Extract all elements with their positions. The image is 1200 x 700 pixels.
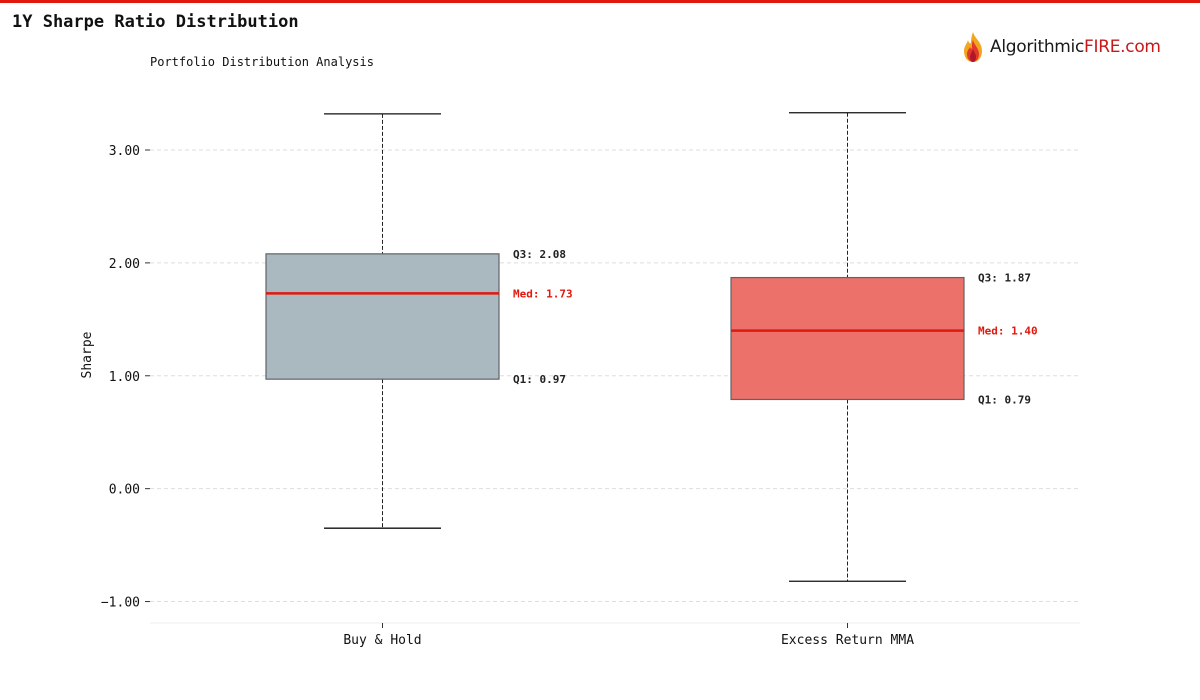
iqr-box — [730, 276, 965, 401]
brand-logo: AlgorithmicFIRE.com — [960, 30, 1161, 64]
y-tick-label: 2.00 — [109, 257, 140, 272]
y-tick-label: 1.00 — [109, 370, 140, 385]
logo-text-primary: Algorithmic — [990, 37, 1085, 57]
q3-label: Q3: 1.87 — [978, 272, 1031, 285]
median-label: Med: 1.73 — [513, 287, 573, 300]
median-label: Med: 1.40 — [978, 325, 1038, 338]
logo-text-accent: FIRE.com — [1084, 37, 1161, 57]
x-tick-label: Excess Return MMA — [781, 633, 914, 648]
y-tick-label: −1.00 — [101, 596, 140, 611]
flame-icon — [964, 32, 982, 62]
y-axis-label: Sharpe — [80, 331, 95, 378]
q3-label: Q3: 2.08 — [513, 248, 566, 261]
y-tick-label: 3.00 — [109, 144, 140, 159]
iqr-box — [265, 253, 500, 380]
boxes: Q3: 2.08 Med: 1.73 Q1: 0.97 Q3: 1.87 Med: 1.… — [265, 112, 1038, 582]
q1-label: Q1: 0.79 — [978, 393, 1031, 406]
top-accent-bar — [0, 0, 1200, 3]
y-tick-label: 0.00 — [109, 483, 140, 498]
q1-label: Q1: 0.97 — [513, 373, 566, 386]
y-axis-ticks: −1.00 0.00 1.00 2.00 3.00 — [101, 144, 150, 611]
chart-title: 1Y Sharpe Ratio Distribution — [12, 12, 299, 32]
x-axis-ticks: Buy & Hold Excess Return MMA — [343, 623, 914, 648]
box-group: Q3: 1.87 Med: 1.40 Q1: 0.79 — [730, 112, 1038, 582]
x-tick-label: Buy & Hold — [343, 633, 421, 648]
box-group: Q3: 2.08 Med: 1.73 Q1: 0.97 — [265, 113, 573, 529]
chart-subtitle: Portfolio Distribution Analysis — [150, 55, 374, 69]
